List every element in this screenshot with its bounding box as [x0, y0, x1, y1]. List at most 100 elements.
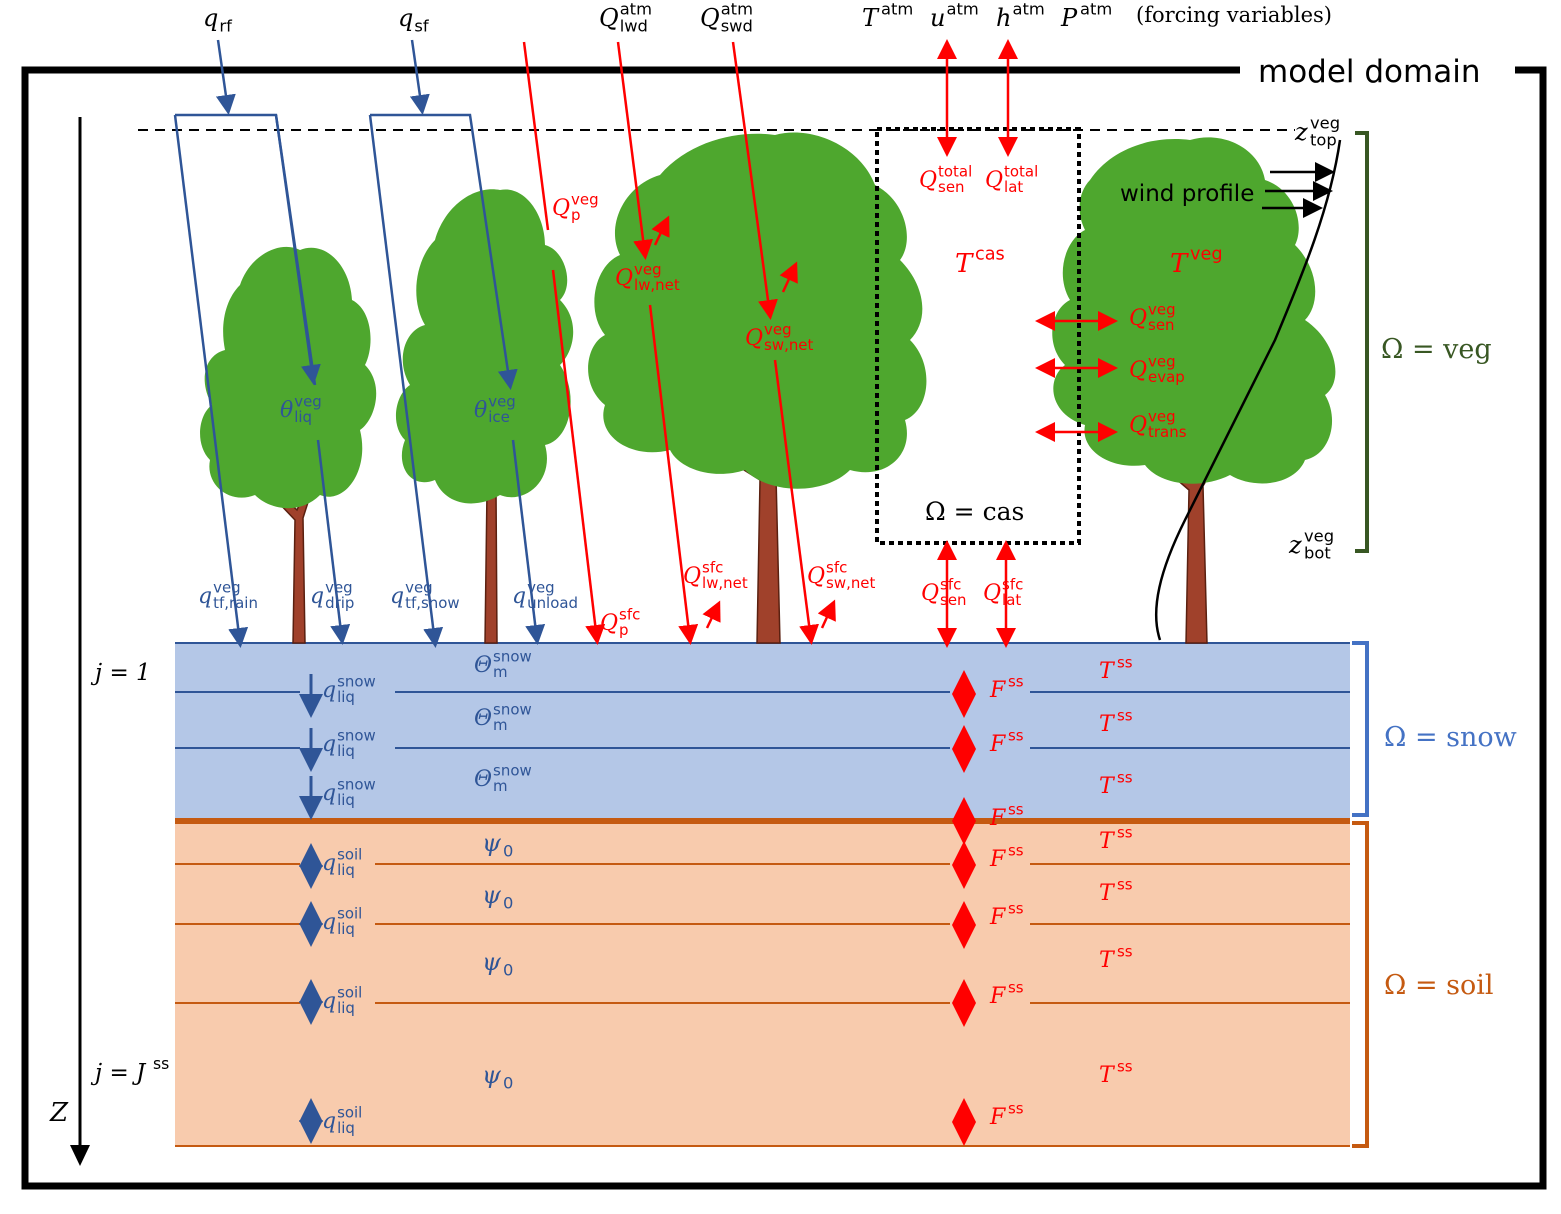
T-ss-label-base: T: [1099, 1063, 1116, 1088]
Q-sw-net-veg-label-base: Q: [745, 326, 763, 351]
T-atm-label-sup: atm: [881, 0, 913, 18]
Q-lw-net-veg-label-sub: lw,net: [634, 276, 680, 294]
Q-sen-veg-label-base: Q: [1129, 306, 1147, 331]
Q-sen-sfc-label-sup: sfc: [940, 575, 961, 593]
tree-crown: [1052, 137, 1336, 484]
psi-0-label-base: ψ: [482, 1061, 502, 1089]
soil-bracket: [1352, 821, 1369, 1148]
swd-arrow: [731, 41, 778, 320]
precip-partition-lines: [173, 39, 546, 648]
Theta-snow-label-sub: m: [493, 716, 508, 734]
q-liq-soil-label-base: q: [322, 910, 336, 935]
Theta-snow-label-base: Θ: [474, 706, 492, 731]
j-1-label: j = 1: [90, 660, 151, 686]
Q-evap-veg-label-sup: veg: [1148, 352, 1176, 370]
model-domain-frame: model domain: [21, 54, 1547, 1190]
domain-brackets: [1352, 131, 1369, 1148]
Q-sw-net-sfc-label-sub: sw,net: [826, 574, 875, 592]
theta-liq-label-sub: liq: [294, 408, 312, 426]
Q-lw-net-veg-label-base: Q: [615, 266, 633, 291]
q-liq-soil-label-base: q: [322, 989, 336, 1014]
F-ss-label-base: F: [989, 847, 1006, 872]
Q-sw-net-sfc-label-sup: sfc: [826, 558, 847, 576]
snow-layers: [175, 642, 1350, 821]
tree-1: [200, 246, 377, 644]
snow-funnel-left: [368, 114, 444, 648]
q-liq-soil-label-sub: liq: [337, 1119, 355, 1137]
Q-lwd-label-sup: atm: [620, 0, 652, 18]
q-drip-label-sub: drip: [325, 594, 354, 612]
Q-swd-label-sub: swd: [721, 16, 753, 35]
q-liq-soil-label-sup: soil: [337, 1103, 362, 1121]
q-liq-snow-label-base: q: [322, 732, 336, 757]
q-rf-label-base: q: [203, 4, 218, 32]
z-bot-label-sub: bot: [1304, 543, 1331, 562]
veg-bracket: [1355, 131, 1369, 553]
F-ss-label-sup: ss: [1008, 726, 1024, 744]
Q-sw-net-veg-label-sup: veg: [764, 320, 792, 338]
snow-region: [175, 643, 1350, 821]
sw-net-veg-up: [779, 261, 798, 293]
F-ss-label-base: F: [989, 678, 1006, 703]
Q-evap-veg-label-sub: evap: [1148, 368, 1185, 386]
F-ss-label-sup: ss: [1008, 978, 1024, 996]
q-rf-label: q rf: [203, 4, 233, 35]
drip-line: [316, 439, 351, 645]
wind-profile-label: wind profile: [1120, 181, 1254, 207]
rain-funnel-left: [173, 114, 249, 648]
tree-crown: [200, 246, 377, 509]
P-atm-label-sup: atm: [1080, 0, 1112, 18]
Q-swd-label-sup: atm: [721, 0, 753, 18]
T-cas-label-base: T: [955, 249, 974, 279]
Q-lwd-label-sub: lwd: [620, 16, 648, 35]
rain-funnel-arrow: [274, 114, 321, 385]
q-liq-soil-label-base: q: [322, 1109, 336, 1134]
snow-funnel: [370, 113, 518, 390]
q-liq-soil-label-sub: liq: [337, 861, 355, 879]
T-ss-label-base: T: [1099, 659, 1116, 684]
Q-sen-veg-label-sup: veg: [1148, 300, 1176, 318]
precip-heat-arrow-2: [551, 269, 606, 645]
q-tf-snow-label-base: q: [390, 584, 404, 609]
q-tf-rain-label-sup: veg: [213, 578, 241, 596]
omega-soil-label: Ω = soil: [1384, 970, 1494, 1001]
canopy-air-space-box: [875, 127, 1081, 545]
F-ss-label-base: F: [989, 806, 1006, 831]
sw-net-sfc-up: [817, 599, 836, 629]
Q-p-veg-label-sup: veg: [571, 190, 599, 208]
Q-sen-total-label-base: Q: [919, 168, 937, 193]
theta-ice-label-sub: ice: [488, 408, 510, 426]
sw-sfc-arrow: [773, 359, 820, 645]
h-atm-label-sup: atm: [1012, 0, 1044, 18]
Q-lwd-label-base: Q: [599, 4, 619, 32]
h-atm-label-base: h: [996, 4, 1011, 32]
Q-evap-veg-label-base: Q: [1129, 358, 1147, 383]
psi-0-label-base: ψ: [482, 881, 502, 909]
T-ss-label-base: T: [1099, 948, 1116, 973]
Q-lw-net-veg-label-sup: veg: [634, 260, 662, 278]
T-ss-label-base: T: [1099, 712, 1116, 737]
T-ss-label-sup: ss: [1117, 875, 1133, 893]
T-ss-label-base: T: [1099, 829, 1116, 854]
theta-ice-label-base: θ: [474, 398, 487, 423]
Q-lw-net-sfc-label-sup: sfc: [702, 558, 723, 576]
T-atm-label-base: T: [862, 4, 880, 32]
